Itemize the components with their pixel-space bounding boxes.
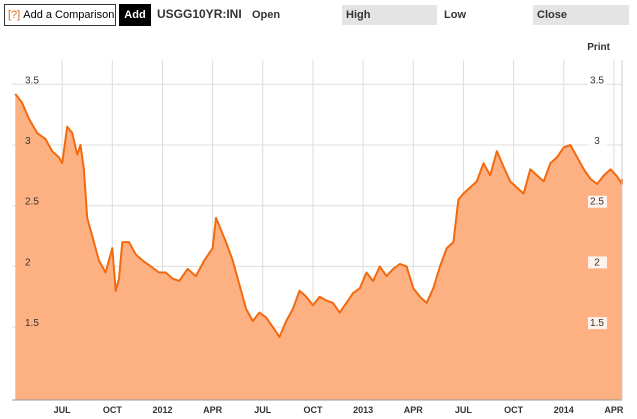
yield-series-line	[14, 93, 623, 338]
chart-toolbar: [?] Add a Comparison Add USGG10YR:INI Op…	[0, 0, 637, 30]
y-tick-label-right: 2.5	[590, 197, 604, 208]
x-tick-label: APR	[404, 405, 424, 415]
y-tick-label-right: 3	[594, 136, 600, 147]
x-tick-label: APR	[203, 405, 223, 415]
y-tick-label-right: 2	[594, 257, 600, 268]
comparison-input[interactable]: [?] Add a Comparison	[4, 4, 116, 26]
y-tick-label-right-bg	[588, 317, 607, 330]
print-link[interactable]: Print	[587, 42, 610, 53]
x-tick-label: 2012	[152, 405, 172, 415]
high-label: High	[342, 5, 437, 25]
x-tick-label: 2013	[353, 405, 373, 415]
y-tick-label-right-bg	[588, 135, 607, 147]
x-tick-label: APR	[604, 405, 624, 415]
y-tick-label-left: 3.5	[25, 75, 39, 86]
y-tick-label-right-bg	[588, 195, 607, 208]
help-icon[interactable]: [?]	[8, 9, 21, 21]
y-tick-label-right-bg	[588, 256, 607, 269]
x-tick-label: OCT	[504, 405, 524, 415]
y-tick-label-left: 2.5	[25, 197, 39, 208]
y-tick-label-right: 3.5	[590, 75, 604, 86]
comparison-placeholder: Add a Comparison	[23, 9, 115, 21]
x-tick-label: JUL	[54, 405, 72, 415]
open-label: Open	[252, 9, 281, 21]
yield-area-fill	[15, 94, 623, 400]
low-label: Low	[444, 9, 466, 21]
close-label: Close	[533, 5, 629, 25]
x-tick-label: JUL	[455, 405, 473, 415]
y-tick-label-left: 1.5	[25, 318, 39, 329]
ticker-symbol: USGG10YR:INI	[157, 7, 242, 21]
x-tick-label: OCT	[103, 405, 123, 415]
x-tick-label: JUL	[254, 405, 272, 415]
add-button[interactable]: Add	[119, 4, 151, 26]
y-tick-label-left: 3	[25, 136, 31, 147]
y-tick-label-right: 1.5	[590, 318, 604, 329]
x-tick-label: 2014	[554, 405, 574, 415]
y-tick-label-right-bg	[588, 74, 607, 87]
y-tick-label-left: 2	[25, 257, 31, 268]
x-tick-label: OCT	[303, 405, 323, 415]
